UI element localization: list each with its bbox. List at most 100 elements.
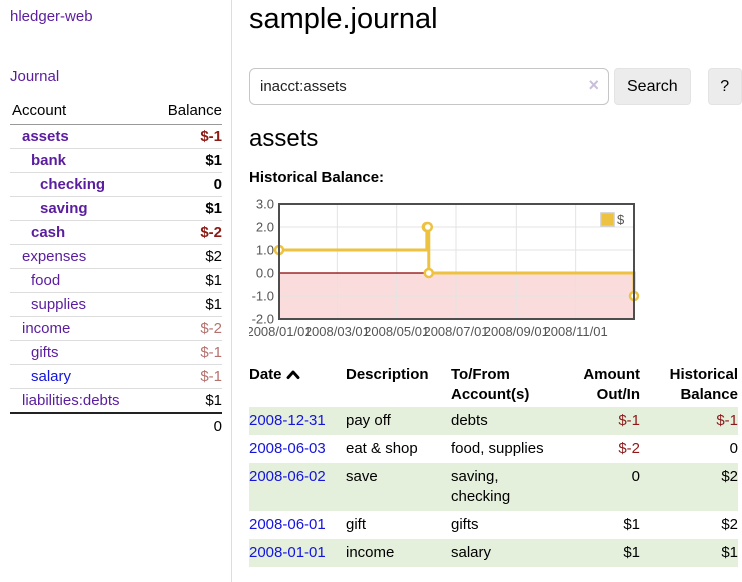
y-axis-tick-label: 0.0 [256, 266, 274, 281]
transaction-accounts: gifts [451, 516, 479, 533]
account-balance: $1 [150, 388, 222, 413]
x-axis-tick-label: 2008/03/01 [305, 324, 370, 339]
help-button[interactable]: ? [707, 68, 742, 105]
search-form: × Search ? [249, 68, 742, 105]
account-row: cash $-2 [10, 220, 222, 245]
account-balance: $2 [150, 244, 222, 269]
transaction-date-link[interactable]: 2008-01-01 [249, 544, 326, 561]
accounts-table: Account Balance assets $-1 bank $1 checking 0… [10, 100, 222, 439]
x-axis-tick-label: 2008/01/01 [249, 324, 312, 339]
account-row: food $1 [10, 268, 222, 293]
account-link[interactable]: liabilities:debts [22, 392, 120, 409]
transaction-accounts: salary [451, 544, 492, 561]
account-link[interactable]: checking [40, 176, 106, 193]
account-link[interactable]: expenses [22, 248, 87, 265]
accounts-header-account: Account [10, 100, 151, 125]
register-table: Date Description To/From Account(s) Amou… [249, 363, 738, 567]
main-content: sample.journal × Search ? assets Histori… [232, 0, 742, 582]
transaction-row: 2008-01-01 income salary $1 $1 [249, 539, 738, 567]
data-point-marker[interactable] [422, 221, 434, 233]
transaction-row: 2008-06-01 gift gifts $1 $2 [249, 511, 738, 539]
search-input-wrap: × [249, 68, 609, 105]
transaction-date-link[interactable]: 2008-12-31 [249, 412, 326, 429]
register-header-balance: Historical Balance [669, 366, 738, 403]
account-balance: $1 [150, 268, 222, 293]
account-link[interactable]: gifts [31, 344, 59, 361]
transaction-amount: $-2 [618, 440, 640, 457]
transaction-row: 2008-12-31 pay off debts $-1 $-1 [249, 407, 738, 435]
account-heading: assets [249, 125, 319, 152]
y-axis-tick-label: -1.0 [252, 289, 274, 304]
register-header-date[interactable]: Date [249, 363, 346, 407]
accounts-total-spacer [10, 412, 151, 439]
account-row: assets $-1 [10, 125, 222, 149]
accounts-header-row: Account Balance [10, 100, 222, 125]
y-axis-tick-label: -2.0 [252, 312, 274, 327]
account-row: bank $1 [10, 148, 222, 173]
transaction-balance: $1 [721, 544, 738, 561]
transaction-balance: $-1 [716, 412, 738, 429]
transaction-row: 2008-06-02 save saving, checking 0 $2 [249, 463, 738, 511]
app-title-link[interactable]: hledger-web [10, 8, 93, 25]
transaction-accounts: food, supplies [451, 440, 544, 457]
account-balance: $-2 [150, 220, 222, 245]
account-balance: $1 [150, 292, 222, 317]
register-header-row: Date Description To/From Account(s) Amou… [249, 363, 738, 407]
x-axis-tick-label: 2008/05/01 [364, 324, 429, 339]
account-link[interactable]: saving [40, 200, 88, 217]
account-link[interactable]: supplies [31, 296, 87, 313]
page-title: sample.journal [249, 3, 438, 35]
accounts-total-value: 0 [150, 412, 222, 439]
legend-label: $ [617, 212, 625, 227]
transaction-description: eat & shop [346, 440, 418, 457]
transaction-amount: $1 [623, 544, 640, 561]
account-balance: $-2 [150, 316, 222, 341]
account-link[interactable]: income [22, 320, 71, 337]
account-row: supplies $1 [10, 292, 222, 317]
transaction-row: 2008-06-03 eat & shop food, supplies $-2 0 [249, 435, 738, 463]
register-header-date-label: Date [249, 366, 282, 383]
x-axis-tick-label: 2008/11/01 [544, 324, 608, 339]
transaction-amount: $-1 [618, 412, 640, 429]
data-point-marker[interactable] [423, 267, 435, 279]
historical-balance-chart[interactable]: 3.0 2.0 1.0 0.0 -1.0 -2.02008/01/012008/03/01… [249, 199, 669, 345]
journal-link[interactable]: Journal [10, 68, 60, 85]
search-button[interactable]: Search [614, 68, 691, 105]
transaction-amount: 0 [631, 468, 640, 485]
transaction-balance: $2 [721, 516, 738, 533]
transaction-accounts: debts [451, 412, 488, 429]
account-row: saving $1 [10, 196, 222, 221]
search-input[interactable] [249, 68, 609, 105]
account-link[interactable]: assets [22, 128, 69, 145]
account-balance: $-1 [150, 340, 222, 365]
account-link[interactable]: food [31, 272, 61, 289]
plot-border [278, 203, 635, 320]
account-row: gifts $-1 [10, 340, 222, 365]
x-axis-tick-label: 2008/09/01 [484, 324, 549, 339]
transaction-accounts: saving, checking [451, 468, 511, 505]
register-header-accounts: To/From Account(s) [451, 366, 530, 403]
x-axis-tick-label: 2008/07/01 [423, 324, 488, 339]
account-link[interactable]: bank [31, 152, 67, 169]
transaction-description: pay off [346, 412, 391, 429]
account-balance: $-1 [150, 364, 222, 389]
clear-search-icon[interactable]: × [588, 75, 599, 95]
transaction-description: gift [346, 516, 367, 533]
account-row: expenses $2 [10, 244, 222, 269]
transaction-amount: $1 [623, 516, 640, 533]
transaction-date-link[interactable]: 2008-06-01 [249, 516, 326, 533]
transaction-balance: $2 [721, 468, 738, 485]
account-balance: $1 [150, 148, 222, 173]
account-link[interactable]: cash [31, 224, 66, 241]
account-row: liabilities:debts $1 [10, 388, 222, 413]
y-axis-tick-label: 3.0 [256, 199, 274, 212]
account-balance: $-1 [200, 128, 222, 145]
transaction-balance: 0 [729, 440, 738, 457]
y-axis-tick-label: 1.0 [256, 243, 274, 258]
account-link[interactable]: salary [31, 368, 72, 385]
sidebar: hledger-web Journal Account Balance asse… [0, 0, 232, 582]
chart-title: Historical Balance: [249, 169, 385, 186]
transaction-date-link[interactable]: 2008-06-03 [249, 440, 326, 457]
transaction-date-link[interactable]: 2008-06-02 [249, 468, 326, 485]
